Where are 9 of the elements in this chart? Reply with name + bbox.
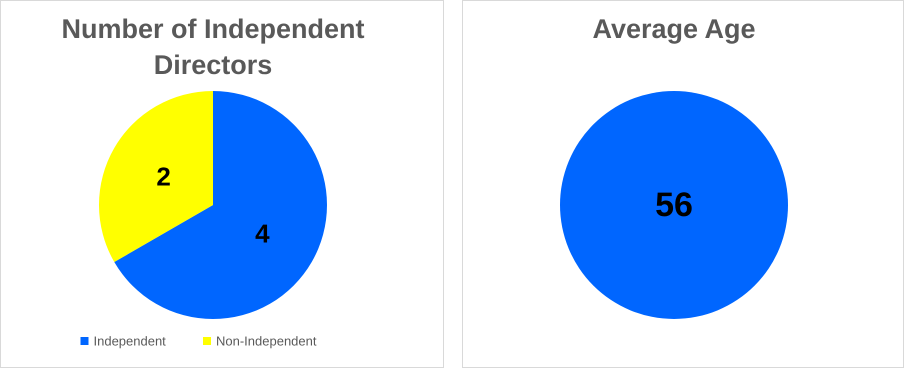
pie-slice — [114, 91, 327, 319]
data-label: 56 — [655, 186, 693, 224]
chart-title: Number of Independent Directors — [62, 14, 365, 80]
legend-label: Independent — [94, 334, 166, 348]
data-label: 2 — [156, 162, 171, 192]
legend-label: Non-Independent — [216, 334, 317, 348]
pie-slice — [99, 91, 213, 262]
data-label: 4 — [255, 218, 270, 248]
chart-title: Average Age — [592, 14, 756, 44]
